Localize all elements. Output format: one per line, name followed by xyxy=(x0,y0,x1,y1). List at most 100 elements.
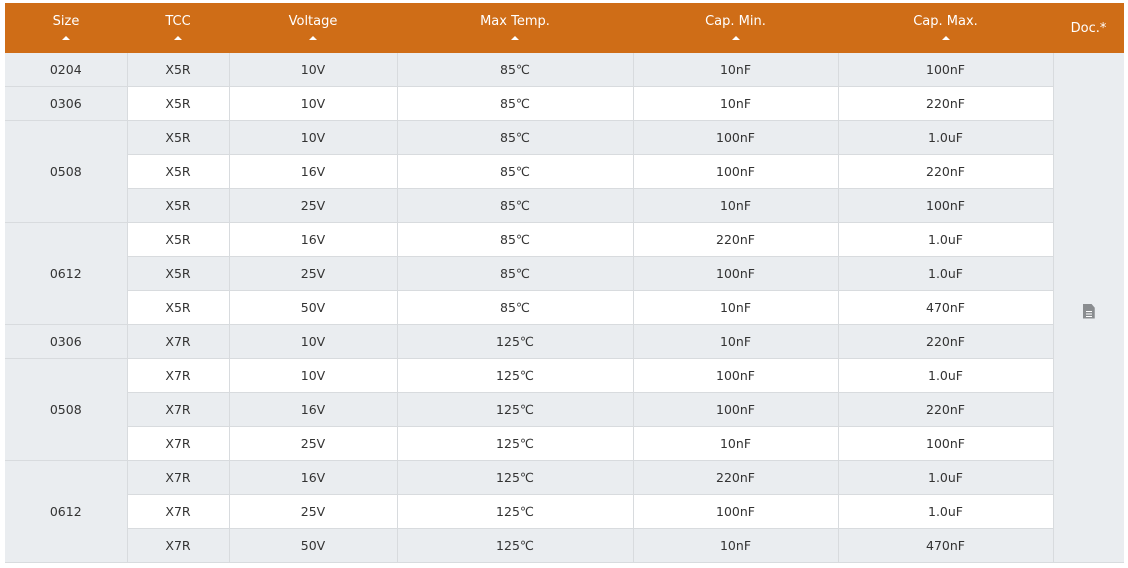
document-icon[interactable] xyxy=(1082,303,1095,319)
cell-max-temp: 85℃ xyxy=(397,188,634,223)
cell-max-temp: 125℃ xyxy=(397,460,634,495)
cell-voltage: 10V xyxy=(229,120,398,155)
header-row: Size TCC Voltage Max Temp. Cap. Min. Cap… xyxy=(5,3,1124,53)
cell-voltage: 16V xyxy=(229,222,398,257)
cell-tcc: X5R xyxy=(127,222,230,257)
cell-cap-min: 10nF xyxy=(633,86,839,121)
cell-max-temp: 85℃ xyxy=(397,256,634,291)
cell-tcc: X5R xyxy=(127,53,230,87)
table-row: 0612 X7R 16V 125℃ 220nF 1.0uF xyxy=(5,460,1124,563)
table-row: X5R 16V 85℃ 100nF 220nF xyxy=(5,154,1124,189)
cell-cap-max: 1.0uF xyxy=(838,358,1054,393)
header-doc: Doc.* xyxy=(1053,3,1124,53)
cell-voltage: 10V xyxy=(229,86,398,121)
cell-size: 0306 xyxy=(5,324,128,359)
cell-max-temp: 125℃ xyxy=(397,426,634,461)
cell-tcc: X5R xyxy=(127,188,230,223)
sort-cap-min[interactable]: Cap. Min. xyxy=(633,3,838,53)
cell-cap-max: 1.0uF xyxy=(838,256,1054,291)
cell-max-temp: 85℃ xyxy=(397,53,634,87)
sort-max-temp[interactable]: Max Temp. xyxy=(397,3,633,53)
cell-cap-max: 220nF xyxy=(838,324,1054,359)
sort-tcc[interactable]: TCC xyxy=(127,3,229,53)
cell-cap-min: 100nF xyxy=(633,358,839,393)
table-row: X7R 50V 125℃ 10nF 470nF xyxy=(5,528,1124,563)
cell-tcc: X5R xyxy=(127,256,230,291)
cell-max-temp: 125℃ xyxy=(397,324,634,359)
table-row: 0508 X7R 10V 125℃ 100nF 1.0uF xyxy=(5,358,1124,461)
cell-cap-max: 1.0uF xyxy=(838,494,1054,529)
sort-up-icon xyxy=(941,36,950,40)
header-label: Max Temp. xyxy=(480,14,550,29)
cell-tcc: X5R xyxy=(127,120,230,155)
sort-up-icon xyxy=(511,36,519,40)
cell-voltage: 25V xyxy=(229,426,398,461)
cell-max-temp: 85℃ xyxy=(397,120,634,155)
cell-tcc: X7R xyxy=(127,460,230,495)
cell-max-temp: 125℃ xyxy=(397,358,634,393)
table-row: X7R 25V 125℃ 100nF 1.0uF xyxy=(5,494,1124,529)
table-row: X7R 25V 125℃ 10nF 100nF xyxy=(5,426,1124,461)
table-row: 0508 X5R 10V 85℃ 100nF 1.0uF xyxy=(5,120,1124,223)
table-body: 0204 X5R 10V 85℃ 10nF 100nF 0306 X5R 10V 85℃ 10nF 2… xyxy=(5,53,1124,563)
cell-cap-min: 100nF xyxy=(633,392,839,427)
cell-max-temp: 85℃ xyxy=(397,222,634,257)
sort-cap-max[interactable]: Cap. Max. xyxy=(838,3,1053,53)
cell-cap-min: 10nF xyxy=(633,426,839,461)
cell-cap-min: 220nF xyxy=(633,222,839,257)
table-row: X5R 25V 85℃ 10nF 100nF xyxy=(5,188,1124,223)
cell-tcc: X7R xyxy=(127,392,230,427)
cell-voltage: 10V xyxy=(229,53,398,87)
cell-cap-max: 220nF xyxy=(838,86,1054,121)
cell-voltage: 25V xyxy=(229,256,398,291)
cell-tcc: X5R xyxy=(127,86,230,121)
table-row: 0204 X5R 10V 85℃ 10nF 100nF xyxy=(5,53,1124,563)
header-label: Voltage xyxy=(288,14,338,29)
cell-voltage: 16V xyxy=(229,392,398,427)
cell-max-temp: 85℃ xyxy=(397,86,634,121)
table-row: X5R 50V 85℃ 10nF 470nF xyxy=(5,290,1124,325)
cell-cap-min: 100nF xyxy=(633,120,839,155)
cell-cap-max: 1.0uF xyxy=(838,120,1054,155)
cell-cap-max: 100nF xyxy=(838,426,1054,461)
capacitor-spec-table: Size TCC Voltage Max Temp. Cap. Min. Cap… xyxy=(5,3,1124,563)
header-label: Cap. Min. xyxy=(705,14,766,29)
header-label: Cap. Max. xyxy=(913,14,978,29)
cell-voltage: 50V xyxy=(229,528,398,563)
sort-up-icon xyxy=(174,36,182,40)
cell-tcc: X7R xyxy=(127,494,230,529)
cell-voltage: 25V xyxy=(229,188,398,223)
cell-size: 0508 xyxy=(5,120,128,223)
cell-cap-min: 10nF xyxy=(633,188,839,223)
cell-tcc: X7R xyxy=(127,528,230,563)
cell-voltage: 10V xyxy=(229,324,398,359)
cell-max-temp: 85℃ xyxy=(397,290,634,325)
cell-voltage: 25V xyxy=(229,494,398,529)
cell-cap-min: 100nF xyxy=(633,154,839,189)
header-label: Doc.* xyxy=(1070,20,1107,36)
table-row: 0612 X5R 16V 85℃ 220nF 1.0uF xyxy=(5,222,1124,325)
sort-size[interactable]: Size xyxy=(5,3,127,53)
cell-cap-min: 10nF xyxy=(633,324,839,359)
cell-max-temp: 125℃ xyxy=(397,528,634,563)
cell-size: 0508 xyxy=(5,358,128,461)
cell-cap-min: 10nF xyxy=(633,53,839,87)
cell-voltage: 16V xyxy=(229,460,398,495)
cell-voltage: 10V xyxy=(229,358,398,393)
cell-size: 0204 xyxy=(5,53,128,87)
cell-cap-min: 100nF xyxy=(633,494,839,529)
cell-tcc: X7R xyxy=(127,358,230,393)
cell-cap-max: 100nF xyxy=(838,188,1054,223)
header-label: Size xyxy=(52,14,80,29)
cell-tcc: X7R xyxy=(127,426,230,461)
sort-voltage[interactable]: Voltage xyxy=(229,3,397,53)
cell-cap-min: 10nF xyxy=(633,528,839,563)
cell-voltage: 16V xyxy=(229,154,398,189)
sort-up-icon xyxy=(309,36,317,40)
cell-max-temp: 125℃ xyxy=(397,392,634,427)
header-label: TCC xyxy=(165,14,191,29)
cell-voltage: 50V xyxy=(229,290,398,325)
sort-up-icon xyxy=(731,36,740,40)
cell-cap-max: 470nF xyxy=(838,528,1054,563)
table-row: X5R 25V 85℃ 100nF 1.0uF xyxy=(5,256,1124,291)
